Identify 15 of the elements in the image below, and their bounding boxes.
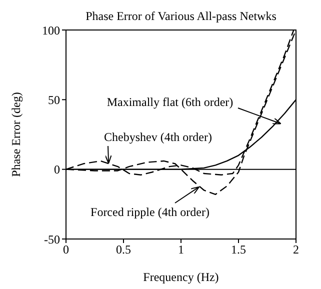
x-tick-label: 0.5 bbox=[116, 242, 131, 257]
annotation: Forced ripple (4th order) bbox=[90, 205, 210, 219]
x-axis-title: Frequency (Hz) bbox=[143, 270, 219, 284]
x-tick-label: 1 bbox=[178, 242, 184, 257]
x-tick-label: 2 bbox=[293, 242, 299, 257]
y-axis-title: Phase Error (deg) bbox=[9, 92, 23, 177]
x-tick-label: 0 bbox=[63, 242, 69, 257]
annotation: Maximally flat (6th order) bbox=[106, 95, 234, 109]
y-tick-label: -50 bbox=[44, 232, 60, 246]
annotation: Chebyshev (4th order) bbox=[104, 130, 212, 144]
y-tick-label: 100 bbox=[42, 23, 60, 38]
y-tick-label: 0 bbox=[54, 162, 60, 177]
x-tick-label: 1.5 bbox=[231, 242, 246, 257]
y-tick-label: 50 bbox=[48, 92, 60, 107]
chart-title: Phase Error of Various All-pass Netwks bbox=[86, 9, 277, 23]
